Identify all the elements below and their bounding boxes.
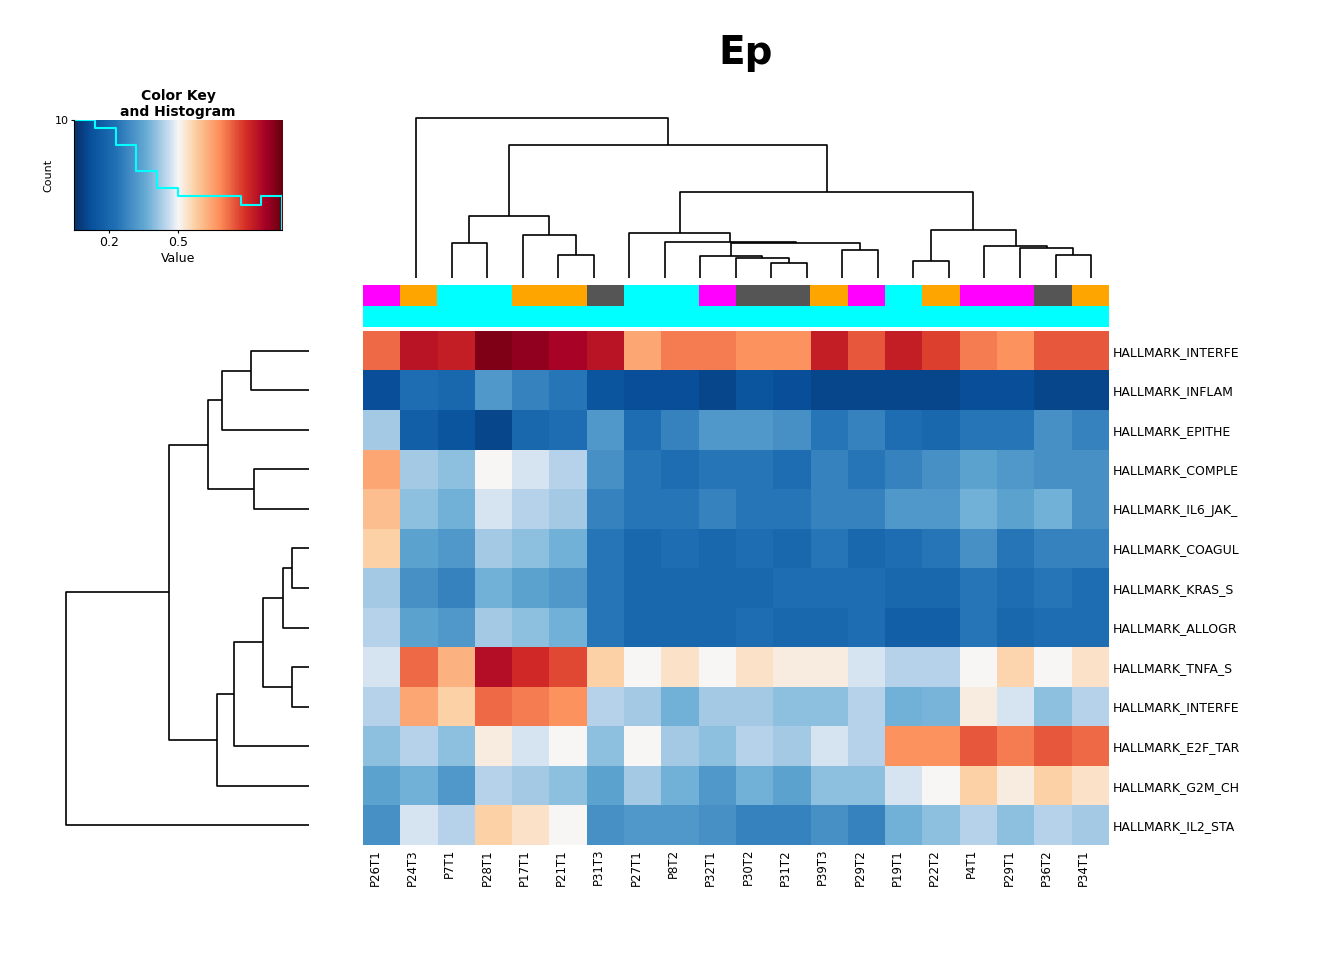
Bar (997, 306, 1035, 327)
Bar (960, 306, 997, 327)
Y-axis label: Count: Count (43, 158, 52, 192)
Bar (960, 285, 997, 306)
Bar (586, 285, 624, 306)
Bar (922, 285, 960, 306)
Bar (810, 285, 848, 306)
Bar (848, 306, 886, 327)
Bar (550, 285, 587, 306)
Bar (661, 306, 699, 327)
Bar (1035, 306, 1071, 327)
Bar (699, 306, 737, 327)
Bar (886, 285, 922, 306)
Bar (401, 306, 437, 327)
Bar (474, 306, 512, 327)
Bar (997, 285, 1035, 306)
Bar (922, 306, 960, 327)
Bar (1071, 285, 1109, 306)
X-axis label: Value: Value (161, 252, 195, 265)
Bar (737, 285, 773, 306)
Bar (624, 285, 661, 306)
Bar (401, 285, 437, 306)
Bar (438, 306, 474, 327)
Bar (512, 306, 550, 327)
Bar (810, 306, 848, 327)
Bar (363, 285, 401, 306)
Bar (773, 285, 810, 306)
Bar (586, 306, 624, 327)
Bar (1035, 285, 1071, 306)
Bar (624, 306, 661, 327)
Bar (661, 285, 699, 306)
Bar (737, 306, 773, 327)
Bar (512, 285, 550, 306)
Bar (699, 285, 737, 306)
Bar (474, 285, 512, 306)
Title: Color Key
and Histogram: Color Key and Histogram (121, 88, 235, 119)
Bar (848, 285, 886, 306)
Bar (438, 285, 474, 306)
Bar (886, 306, 922, 327)
Bar (1071, 306, 1109, 327)
Bar (363, 306, 401, 327)
Bar (773, 306, 810, 327)
Bar (550, 306, 587, 327)
Text: Ep: Ep (719, 34, 773, 72)
